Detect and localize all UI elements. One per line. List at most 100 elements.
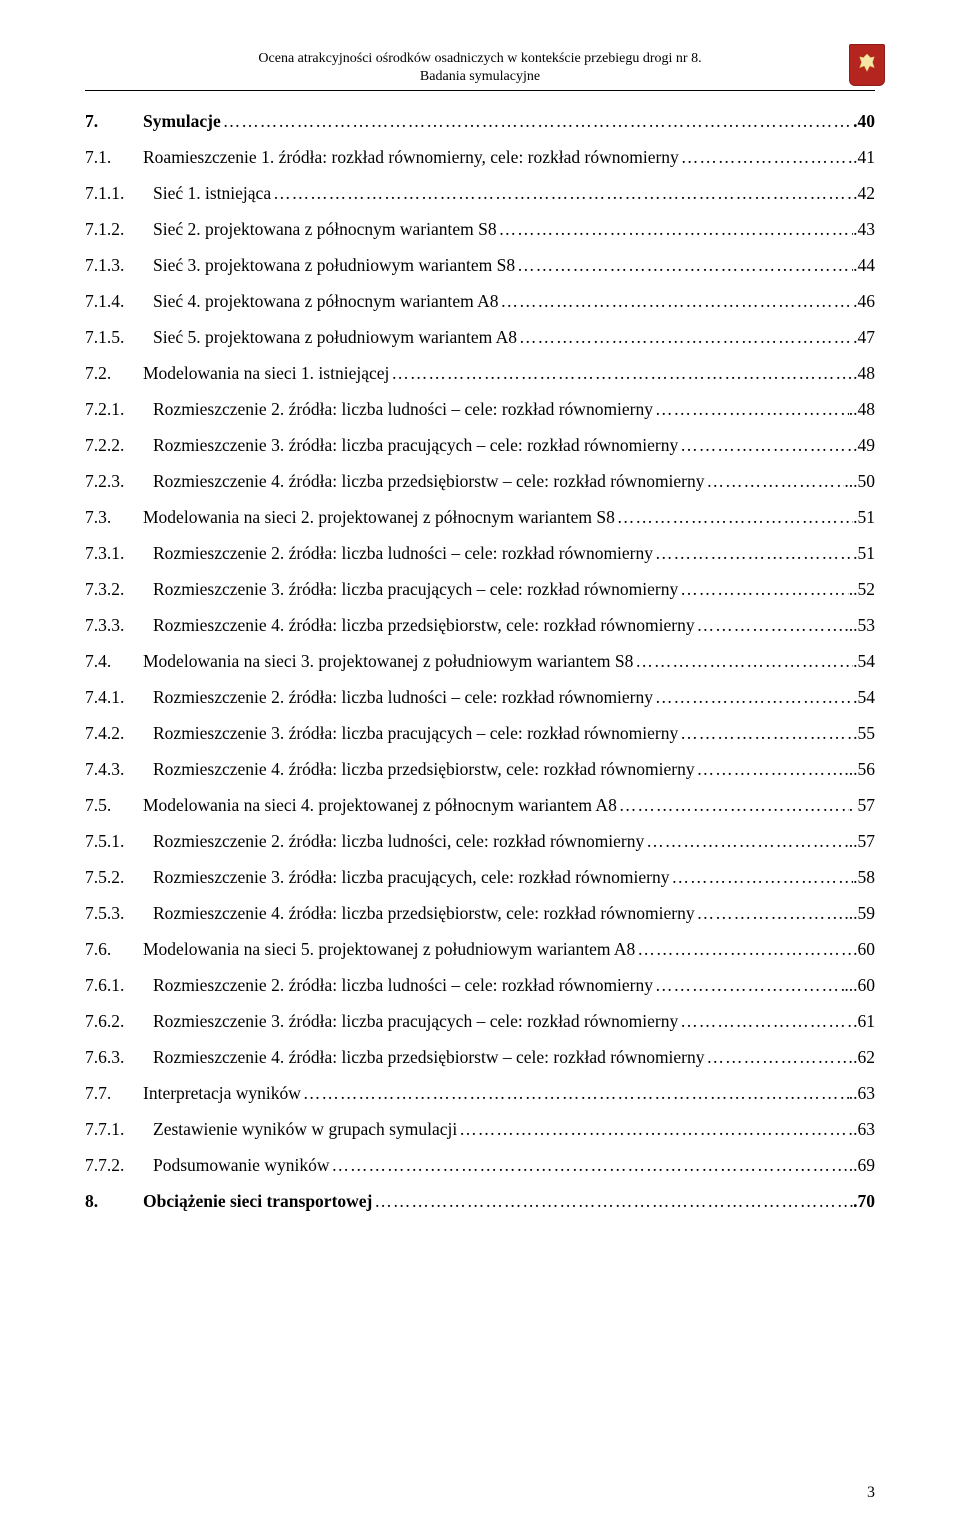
toc-line: 7.4.3.Rozmieszczenie 4. źródła: liczba p… [85,761,875,779]
toc-line: 7.2.2.Rozmieszczenie 3. źródła: liczba p… [85,437,875,455]
toc-number: 7.2. [85,365,143,383]
toc-leader-dots [372,1193,853,1211]
toc-page: .63 [853,1121,875,1139]
toc-leader-dots [678,437,853,455]
toc-leader-dots [389,365,853,383]
toc-page: .54 [853,689,875,707]
toc-number: 7.6. [85,941,143,959]
toc-line: 7.2.Modelowania na sieci 1. istniejącej.… [85,365,875,383]
toc-title: Modelowania na sieci 3. projektowanej z … [143,653,633,671]
toc-line: 7.6.1.Rozmieszczenie 2. źródła: liczba l… [85,977,875,995]
toc-number: 7.3.3. [85,617,153,635]
toc-leader-dots [617,797,849,815]
toc-title: Sieć 4. projektowana z północnym wariant… [153,293,499,311]
toc-leader-dots [457,1121,853,1139]
toc-line: 7.3.1.Rozmieszczenie 2. źródła: liczba l… [85,545,875,563]
toc-number: 7.1.4. [85,293,153,311]
toc-line: 7.1.2.Sieć 2. projektowana z północnym w… [85,221,875,239]
toc-number: 7.7.2. [85,1157,153,1175]
toc-leader-dots [644,833,844,851]
toc-leader-dots [678,1013,853,1031]
toc-title: Symulacje [143,113,221,131]
toc-page: ..63 [849,1085,875,1103]
toc-line: 7.4.2.Rozmieszczenie 3. źródła: liczba p… [85,725,875,743]
toc-leader-dots [271,185,853,203]
toc-line: 7.5.2.Rozmieszczenie 3. źródła: liczba p… [85,869,875,887]
toc-title: Rozmieszczenie 2. źródła: liczba ludnośc… [153,401,653,419]
toc-number: 7.5.3. [85,905,153,923]
toc-number: 7. [85,113,143,131]
header-line-2: Badania symulacyjne [85,68,875,86]
toc-title: Rozmieszczenie 2. źródła: liczba ludnośc… [153,545,653,563]
toc-leader-dots [497,221,854,239]
toc-title: Rozmieszczenie 3. źródła: liczba pracują… [153,869,670,887]
toc-page: ...57 [844,833,875,851]
toc-line: 7.1.Roamieszczenie 1. źródła: rozkład ró… [85,149,875,167]
toc-leader-dots [653,545,853,563]
toc-title: Rozmieszczenie 3. źródła: liczba pracują… [153,1013,678,1031]
toc-line: 7.1.1.Sieć 1. istniejąca .42 [85,185,875,203]
toc-line: 7.5.Modelowania na sieci 4. projektowane… [85,797,875,815]
toc-number: 7.4.3. [85,761,153,779]
toc-page: ..52 [849,581,875,599]
toc-line: 7.4.Modelowania na sieci 3. projektowane… [85,653,875,671]
toc-title: Rozmieszczenie 3. źródła: liczba pracują… [153,725,678,743]
toc-page: ..69 [849,1157,875,1175]
toc-title: Rozmieszczenie 4. źródła: liczba przedsi… [153,617,695,635]
toc-line: 7.2.1.Rozmieszczenie 2. źródła: liczba l… [85,401,875,419]
toc-leader-dots [653,977,844,995]
toc-number: 7.1.5. [85,329,153,347]
toc-page: .70 [853,1193,875,1211]
toc-page: .47 [853,329,875,347]
toc-page: ...60 [844,977,875,995]
toc-number: 7.6.2. [85,1013,153,1031]
toc-page: ...59 [844,905,875,923]
toc-line: 7.1.3.Sieć 3. projektowana z południowym… [85,257,875,275]
toc-number: 7.1.1. [85,185,153,203]
toc-number: 7.5.2. [85,869,153,887]
toc-leader-dots [515,257,853,275]
toc-number: 7.7.1. [85,1121,153,1139]
toc-title: Modelowania na sieci 1. istniejącej [143,365,389,383]
toc-number: 7.4. [85,653,143,671]
toc-leader-dots [705,1049,854,1067]
toc-title: Rozmieszczenie 2. źródła: liczba ludnośc… [153,689,653,707]
toc-title: Modelowania na sieci 2. projektowanej z … [143,509,615,527]
toc-line: 7.5.1.Rozmieszczenie 2. źródła: liczba l… [85,833,875,851]
toc-leader-dots [705,473,845,491]
toc-number: 7.4.1. [85,689,153,707]
toc-page: . 57 [849,797,875,815]
toc-title: Rozmieszczenie 3. źródła: liczba pracują… [153,581,678,599]
toc-leader-dots [301,1085,849,1103]
toc-title: Rozmieszczenie 4. źródła: liczba przedsi… [153,761,695,779]
toc-title: Podsumowanie wyników [153,1157,329,1175]
toc-page: .41 [853,149,875,167]
toc-leader-dots [615,509,853,527]
toc-line: 7.3.Modelowania na sieci 2. projektowane… [85,509,875,527]
toc-page: .51 [853,509,875,527]
toc-page: ..48 [849,401,875,419]
toc-page: .42 [853,185,875,203]
toc-page: .49 [853,437,875,455]
toc-title: Sieć 1. istniejąca [153,185,271,203]
toc-number: 7.1.3. [85,257,153,275]
toc-leader-dots [517,329,853,347]
toc-page: .40 [853,113,875,131]
toc-number: 7.5. [85,797,143,815]
toc-page: ...50 [844,473,875,491]
toc-leader-dots [653,401,849,419]
toc-number: 7.2.1. [85,401,153,419]
toc-leader-dots [499,293,854,311]
toc-leader-dots [679,149,853,167]
toc-line: 7.7.1.Zestawienie wyników w grupach symu… [85,1121,875,1139]
toc-title: Sieć 3. projektowana z południowym waria… [153,257,515,275]
toc-leader-dots [670,869,854,887]
toc-leader-dots [635,941,853,959]
toc-title: Rozmieszczenie 3. źródła: liczba pracują… [153,437,678,455]
toc-leader-dots [329,1157,848,1175]
toc-leader-dots [633,653,853,671]
toc-number: 7.6.1. [85,977,153,995]
toc-number: 7.3.1. [85,545,153,563]
page-number: 3 [867,1484,875,1502]
toc-leader-dots [695,761,845,779]
